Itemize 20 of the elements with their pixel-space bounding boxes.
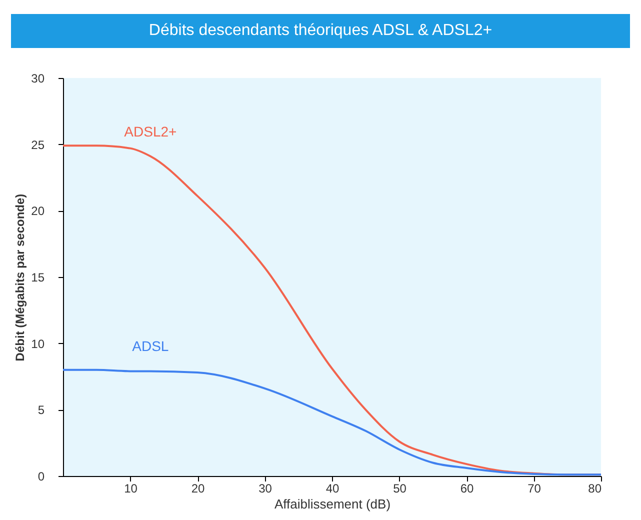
x-axis-title: Affaiblissement (dB) <box>274 496 391 512</box>
y-tick-label: 5 <box>38 403 45 418</box>
x-tick-label: 60 <box>460 482 474 496</box>
y-tick-label: 0 <box>38 470 45 484</box>
y-tick-label: 25 <box>31 138 45 152</box>
y-tick-label: 10 <box>31 336 45 351</box>
x-tick-label: 30 <box>258 482 272 496</box>
y-tick-label: 15 <box>31 270 45 284</box>
chart-title: Débits descendants théoriques ADSL & ADSL2+ <box>11 14 630 48</box>
x-tick-label: 10 <box>124 482 138 496</box>
y-axis-title: Débit (Mégabits par seconde) <box>13 194 28 362</box>
y-tick-label: 30 <box>31 72 45 86</box>
series-label: ADSL2+ <box>124 123 177 140</box>
x-tick-label: 80 <box>588 482 602 496</box>
x-tick-label: 20 <box>191 482 205 496</box>
series-label: ADSL <box>132 338 169 354</box>
x-tick-label: 50 <box>393 482 407 496</box>
x-tick-label: 40 <box>326 482 340 496</box>
y-tick-label: 20 <box>31 204 45 218</box>
x-tick-label: 70 <box>528 482 542 496</box>
